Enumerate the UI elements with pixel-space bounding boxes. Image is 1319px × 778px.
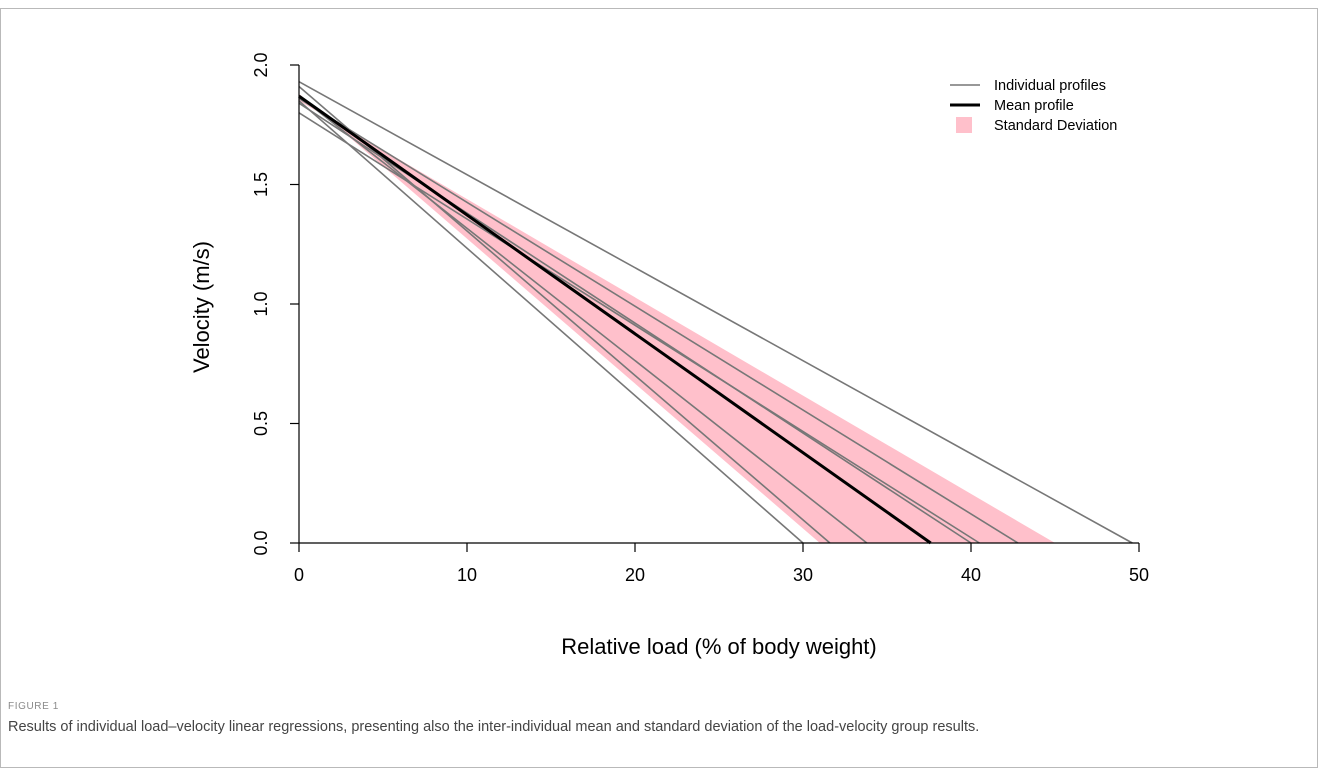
individual-profile-line-5 bbox=[298, 112, 980, 544]
sd-band bbox=[299, 93, 1055, 543]
y-tick-label: 0.0 bbox=[251, 530, 271, 555]
x-axis-label: Relative load (% of body weight) bbox=[561, 634, 877, 659]
individual-profile-line-1 bbox=[298, 100, 804, 544]
legend-label: Mean profile bbox=[994, 98, 1074, 114]
legend-label: Standard Deviation bbox=[994, 118, 1117, 134]
profile-lines-layer bbox=[298, 81, 1133, 545]
y-tick-label: 1.5 bbox=[251, 172, 271, 197]
individual-profile-line-6 bbox=[298, 97, 1019, 544]
legend-swatch-sd bbox=[956, 117, 972, 133]
x-tick-label: 40 bbox=[961, 565, 981, 585]
figure-frame: 0 10 20 30 40 50 0.0 0.5 1.0 1.5 2.0 Individual pr… bbox=[0, 8, 1318, 768]
legend: Individual profiles Mean profile Standard … bbox=[950, 78, 1117, 134]
individual-profile-line-2 bbox=[298, 85, 831, 544]
x-tick-label: 50 bbox=[1129, 565, 1149, 585]
y-tick-label: 2.0 bbox=[251, 52, 271, 77]
axis-layer: 0 10 20 30 40 50 0.0 0.5 1.0 1.5 2.0 bbox=[251, 52, 1149, 585]
x-tick-label: 10 bbox=[457, 565, 477, 585]
x-tick-label: 0 bbox=[294, 565, 304, 585]
legend-label: Individual profiles bbox=[994, 78, 1106, 94]
x-tick-label: 20 bbox=[625, 565, 645, 585]
x-tick-label: 30 bbox=[793, 565, 813, 585]
figure-caption: Results of individual load–velocity line… bbox=[8, 719, 980, 735]
y-tick-label: 1.0 bbox=[251, 291, 271, 316]
mean-profile-line bbox=[298, 94, 932, 545]
y-axis-label: Velocity (m/s) bbox=[189, 241, 214, 373]
figure-label: FIGURE 1 bbox=[8, 701, 59, 712]
y-tick-label: 0.5 bbox=[251, 411, 271, 436]
individual-profile-line-7 bbox=[298, 81, 1133, 544]
individual-profile-line-3 bbox=[298, 95, 868, 544]
sd-band-layer bbox=[299, 93, 1055, 543]
load-velocity-chart: 0 10 20 30 40 50 0.0 0.5 1.0 1.5 2.0 Individual pr… bbox=[189, 52, 1149, 659]
